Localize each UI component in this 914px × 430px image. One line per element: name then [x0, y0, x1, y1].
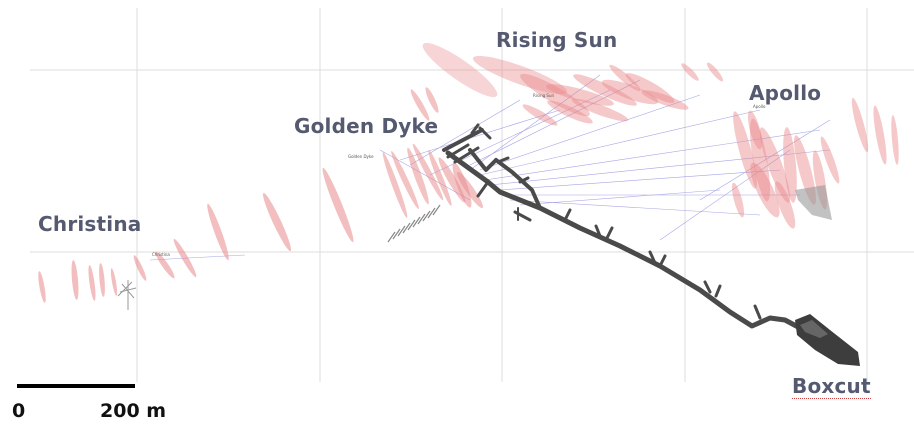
orebody-lens: [522, 104, 558, 126]
orebody-lens: [641, 90, 689, 110]
orebody-lens: [472, 55, 568, 95]
orebody-lens: [601, 79, 659, 105]
orebody-lens: [750, 162, 780, 218]
orebody-lens: [851, 97, 869, 153]
orebody-lens: [546, 84, 614, 106]
orebody-lens: [573, 74, 637, 106]
orebody-lens: [422, 42, 498, 98]
orebody-golden-dyke: [382, 87, 484, 218]
orebody-lens: [410, 89, 430, 121]
orebody-lens: [99, 263, 105, 297]
orebody-lens: [407, 147, 429, 205]
decline-development: [442, 123, 803, 331]
orebody-lens: [382, 152, 408, 218]
orebody-lens: [731, 182, 745, 218]
christina-workings: [117, 280, 137, 310]
boxcut-portal-inner: [800, 320, 828, 338]
orebody-lens: [783, 127, 797, 203]
christina-label: Christina: [38, 212, 142, 236]
orebody-lens: [88, 265, 96, 301]
orebody-lens: [820, 136, 840, 184]
orebody-lens: [133, 255, 147, 281]
golden-dyke-label: Golden Dyke: [294, 114, 439, 138]
rising-sun-small-label: Rising Sun: [533, 93, 555, 98]
orebody-lens: [520, 73, 590, 117]
orebody-lens: [173, 238, 197, 278]
orebody-lens: [609, 64, 641, 92]
orebody-lens: [438, 157, 466, 203]
apollo-stope: [795, 185, 832, 220]
orebody-lens: [681, 63, 699, 81]
orebody-lens: [571, 98, 629, 122]
orebody-lens: [391, 150, 419, 210]
orebody-christina: [38, 167, 354, 303]
orebody-lens: [412, 143, 444, 201]
orebody-lens: [873, 105, 887, 165]
orebody-lens: [71, 260, 79, 300]
orebody-lens: [262, 192, 292, 252]
orebody-lens: [456, 171, 484, 209]
orebody-lens: [625, 73, 675, 103]
scale-bar-end-label: 200 m: [100, 400, 167, 422]
golden-dyke-workings: [387, 204, 441, 243]
orebody-lens: [794, 135, 816, 205]
orebody-lens: [428, 150, 452, 206]
orebody-rising-sun: [422, 42, 724, 126]
orebody-lens: [322, 167, 354, 243]
boxcut-portal: [795, 314, 860, 366]
apollo-small-label: Apollo: [753, 104, 766, 109]
orebody-lens: [733, 111, 757, 189]
orebody-apollo: [731, 97, 899, 229]
orebody-lens: [774, 181, 796, 229]
orebody-lens: [891, 115, 899, 165]
apollo-label: Apollo: [749, 81, 822, 105]
rising-sun-label: Rising Sun: [496, 28, 618, 52]
orebody-lens: [749, 118, 771, 202]
christina-small-label: Christina: [152, 252, 170, 257]
orebody-lens: [38, 271, 46, 303]
scale-bar-start-label: 0: [12, 400, 26, 422]
orebody-lens: [155, 251, 175, 279]
orebody-lens: [706, 62, 724, 82]
orebody-lens: [207, 203, 229, 261]
boxcut-label: Boxcut: [792, 374, 871, 399]
orebody-lens: [425, 87, 439, 113]
golden-dyke-small-label: Golden Dyke: [348, 154, 374, 159]
orebody-lens: [759, 127, 791, 203]
orebody-lens: [547, 100, 593, 124]
orebody-lens: [110, 268, 118, 296]
orebody-lens: [747, 110, 763, 150]
